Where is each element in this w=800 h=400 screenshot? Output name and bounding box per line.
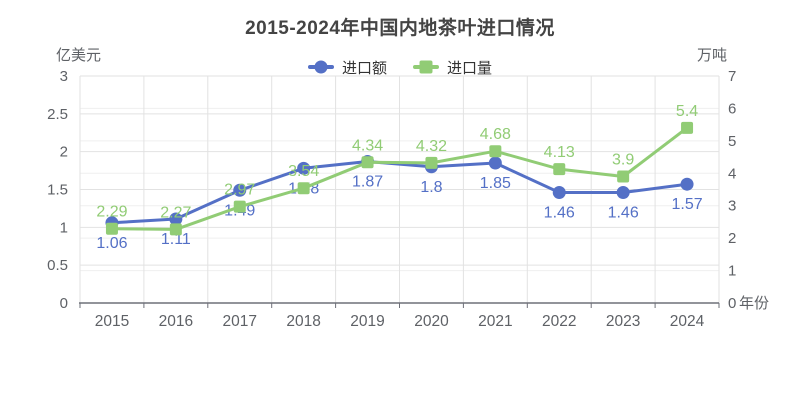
data-point-进口量[interactable] — [681, 121, 694, 134]
left-axis-tick-label: 1.5 — [47, 182, 68, 199]
data-label-进口额: 1.85 — [480, 175, 511, 192]
data-label-进口量: 3.54 — [288, 163, 319, 180]
data-point-进口量[interactable] — [169, 223, 182, 236]
right-axis-tick-label: 7 — [728, 68, 736, 85]
left-axis-tick-label: 1 — [60, 219, 68, 236]
x-axis-category-label: 2023 — [606, 313, 640, 330]
left-axis-name: 亿美元 — [56, 47, 102, 64]
legend: 进口额 进口量 — [0, 57, 800, 77]
legend-square-icon — [419, 60, 433, 74]
x-axis-category-label: 2024 — [670, 313, 705, 330]
right-axis-tick-label: 4 — [728, 165, 736, 182]
x-axis-category-label: 2017 — [223, 313, 257, 330]
legend-label-import-value: 进口额 — [341, 59, 387, 77]
x-axis-category-label: 2020 — [414, 313, 449, 330]
data-point-进口额[interactable] — [297, 161, 311, 175]
x-axis-category-label: 2016 — [159, 313, 193, 330]
data-point-进口额[interactable] — [233, 183, 247, 197]
left-axis-tick-label: 3 — [60, 68, 68, 85]
data-point-进口量[interactable] — [105, 222, 118, 235]
data-point-进口量[interactable] — [361, 156, 374, 169]
left-axis-tick-label: 2.5 — [47, 106, 68, 123]
data-label-进口额: 1.87 — [352, 174, 383, 191]
legend-item-import-value[interactable]: 进口额 — [307, 57, 387, 78]
left-axis-tick-label: 2 — [60, 144, 68, 161]
data-point-进口额[interactable] — [169, 212, 183, 226]
legend-circle-icon — [314, 60, 328, 74]
legend-label-import-volume: 进口量 — [447, 59, 493, 77]
data-point-进口量[interactable] — [233, 200, 246, 213]
right-axis-tick-label: 3 — [728, 198, 736, 215]
data-label-进口量: 2.27 — [160, 204, 191, 221]
data-label-进口额: 1.8 — [420, 179, 442, 196]
right-axis-name: 万吨 — [697, 47, 728, 64]
data-point-进口额[interactable] — [680, 177, 694, 191]
data-point-进口额[interactable] — [488, 156, 502, 170]
data-label-进口量: 4.68 — [480, 126, 511, 143]
right-axis-tick-label: 2 — [728, 230, 736, 247]
x-axis-category-label: 2019 — [350, 313, 384, 330]
data-point-进口量[interactable] — [297, 182, 310, 195]
left-axis-tick-label: 0.5 — [47, 257, 68, 274]
data-label-进口量: 2.29 — [96, 204, 127, 221]
x-axis-category-label: 2015 — [95, 313, 129, 330]
data-label-进口量: 2.97 — [224, 182, 255, 199]
data-point-进口量[interactable] — [553, 163, 566, 176]
right-axis-tick-label: 5 — [728, 133, 736, 150]
x-axis-name: 年份 — [739, 295, 769, 312]
right-axis-tick-label: 0 — [728, 295, 736, 312]
chart-title: 2015-2024年中国内地茶叶进口情况 — [245, 18, 555, 39]
data-label-进口额: 1.46 — [608, 205, 639, 222]
series-line-进口额 — [110, 160, 689, 225]
data-label-进口量: 5.4 — [676, 103, 698, 120]
data-label-进口额: 1.57 — [671, 196, 702, 213]
legend-item-import-volume[interactable]: 进口量 — [413, 57, 492, 78]
series-line-进口量 — [110, 126, 689, 231]
data-label-进口额: 1.11 — [161, 231, 191, 248]
data-label-进口额: 1.06 — [96, 235, 127, 252]
x-axis-category-label: 2022 — [542, 313, 576, 330]
data-label-进口额: 1.46 — [544, 205, 575, 222]
left-axis-tick-label: 0 — [60, 295, 68, 312]
data-label-进口量: 4.34 — [352, 137, 383, 154]
data-point-进口量[interactable] — [489, 145, 502, 158]
data-point-进口额[interactable] — [552, 186, 566, 200]
legend-line-icon — [413, 60, 439, 74]
data-label-进口量: 4.32 — [416, 138, 447, 155]
right-axis-tick-label: 1 — [728, 263, 736, 280]
x-axis-category-label: 2021 — [478, 313, 512, 330]
data-label-进口量: 4.13 — [544, 144, 575, 161]
x-axis-category-label: 2018 — [286, 313, 320, 330]
data-point-进口额[interactable] — [616, 186, 630, 200]
legend-line-icon — [307, 60, 334, 74]
right-axis-tick-label: 6 — [728, 100, 736, 117]
data-point-进口量[interactable] — [617, 170, 630, 183]
data-label-进口量: 3.9 — [612, 152, 634, 169]
data-point-进口量[interactable] — [425, 156, 438, 169]
